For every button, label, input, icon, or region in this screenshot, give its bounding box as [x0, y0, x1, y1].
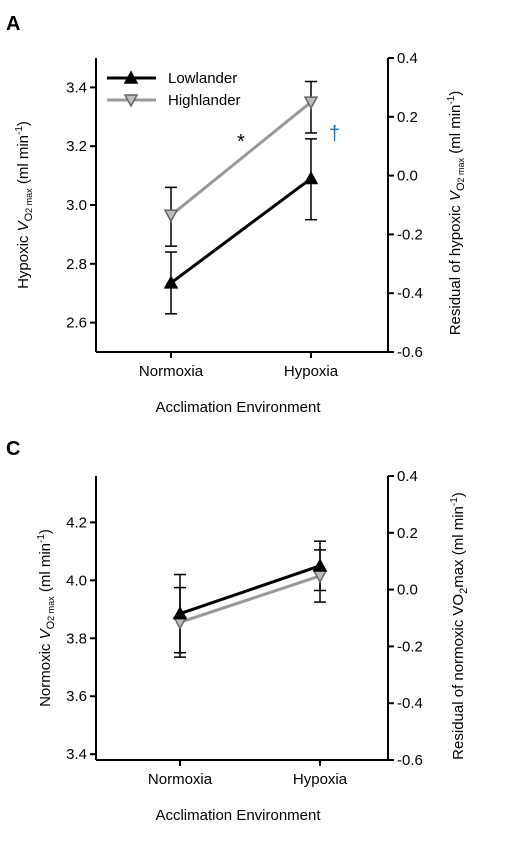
y2-tick-label: 0.2 — [397, 525, 418, 542]
legend-label: Highlander — [168, 92, 241, 109]
panel-letter: C — [6, 438, 20, 460]
series-line-lowlander — [179, 564, 321, 616]
significance-dagger: † — [329, 123, 340, 145]
panel-C: C 3.4 3.6 3.8 4.0 4.2 -0.6 -0.4 -0.2 0.0 0.2 0.4 Nor… — [6, 438, 470, 824]
y2-axis-title: Residual of normoxic VO2max (ml min-1) — [449, 492, 470, 760]
y2-tick-label: -0.2 — [397, 638, 423, 655]
data-point-highlander — [303, 96, 319, 110]
y-tick-label: 3.8 — [66, 630, 87, 647]
y-tick-label: 3.4 — [66, 79, 87, 96]
series-line-highlander — [170, 100, 312, 217]
y2-tick-label: -0.6 — [397, 344, 423, 361]
series-line-lowlander — [170, 177, 312, 285]
y2-tick-label: -0.4 — [397, 285, 423, 302]
y2-tick-label: 0.2 — [397, 109, 418, 126]
y-tick-label: 3.0 — [66, 197, 87, 214]
data-point-lowlander — [312, 558, 328, 572]
y2-axis-title: Residual of hypoxic VO2 max (ml min-1) — [446, 91, 467, 336]
data-point-lowlander — [172, 606, 188, 620]
y2-tick-label: 0.0 — [397, 582, 418, 599]
y-axis-title: Hypoxic VO2 max (ml min-1) — [14, 121, 35, 289]
y-tick-label: 2.6 — [66, 315, 87, 332]
y2-tick-label: 0.4 — [397, 50, 418, 67]
significance-asterisk: * — [237, 131, 245, 153]
y2-tick-label: -0.6 — [397, 752, 423, 769]
y2-tick-label: 0.0 — [397, 168, 418, 185]
x-tick-label: Normoxia — [139, 363, 204, 380]
panel-letter: A — [6, 13, 20, 35]
legend-marker — [123, 70, 139, 84]
x-tick-label: Normoxia — [148, 771, 213, 788]
y-tick-label: 3.6 — [66, 688, 87, 705]
y-tick-label: 4.0 — [66, 572, 87, 589]
y-tick-label: 2.8 — [66, 256, 87, 273]
panel-A: A 2.6 2.8 3.0 3.2 3.4 -0.6 -0.4 -0.2 0.0 0.2 0.4 Nor… — [6, 13, 467, 416]
legend-marker — [123, 94, 139, 108]
y2-tick-label: 0.4 — [397, 468, 418, 485]
data-point-lowlander — [163, 275, 179, 289]
y-tick-label: 3.2 — [66, 138, 87, 155]
y-axis-title: Normoxic VO2 max (ml min-1) — [36, 529, 57, 707]
data-point-lowlander — [303, 170, 319, 185]
data-point-highlander — [163, 209, 179, 223]
x-axis-title: Acclimation Environment — [155, 807, 321, 824]
y2-tick-label: -0.2 — [397, 226, 423, 243]
x-tick-label: Hypoxia — [293, 771, 348, 788]
legend-label: Lowlander — [168, 70, 237, 87]
y2-tick-label: -0.4 — [397, 695, 423, 712]
y-tick-label: 3.4 — [66, 746, 87, 763]
x-axis-title: Acclimation Environment — [155, 399, 321, 416]
series-line-highlander — [179, 574, 321, 624]
x-tick-label: Hypoxia — [284, 363, 339, 380]
y-tick-label: 4.2 — [66, 514, 87, 531]
